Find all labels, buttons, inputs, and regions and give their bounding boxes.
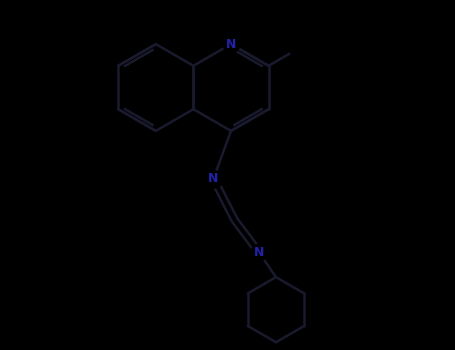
Text: N: N (226, 37, 236, 51)
Text: N: N (208, 172, 219, 185)
Text: N: N (254, 246, 264, 259)
